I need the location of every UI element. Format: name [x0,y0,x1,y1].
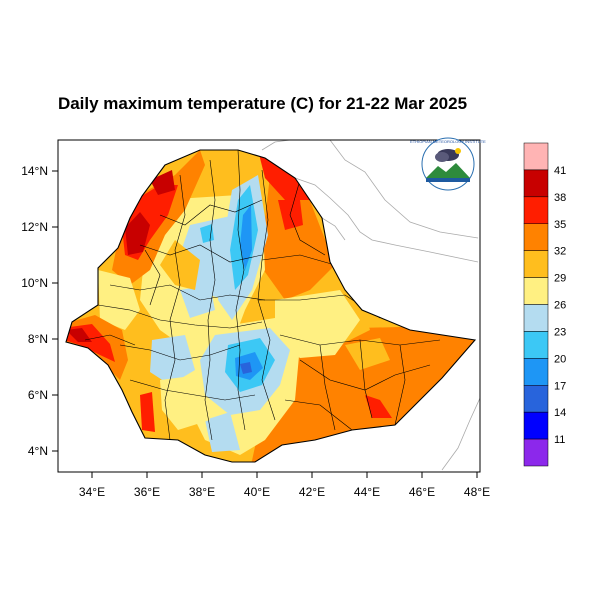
country-outline [65,149,477,463]
colorbar-swatch [523,304,549,332]
admin-boundaries [84,150,441,441]
colorbar-swatch [523,438,549,467]
logo-caption: ETHIOPIAN METEOROLOGY INSTITUTE [410,139,486,144]
colorbar-label: 26 [554,300,566,312]
y-tick-label: 4°N [28,444,48,458]
x-axis [91,472,478,478]
plot-frame [57,139,481,473]
x-tick-label: 48°E [464,485,490,499]
colorbar-swatch [523,331,549,359]
x-tick-label: 40°E [244,485,270,499]
colorbar: 41 38 35 32 29 26 23 20 17 14 11 [523,142,566,467]
colorbar-swatch [523,358,549,386]
colorbar-swatch [523,411,549,440]
y-tick-label: 10°N [21,276,48,290]
colorbar-label: 35 [554,219,566,231]
x-tick-label: 36°E [134,485,160,499]
map-title: Daily maximum temperature (C) for 21-22 … [57,94,468,113]
colorbar-swatch [523,223,549,251]
colorbar-label: 41 [554,165,566,177]
y-axis [52,170,58,452]
colorbar-label: 32 [554,246,566,258]
x-tick-label: 34°E [79,485,105,499]
colorbar-label: 23 [554,326,566,338]
y-tick-label: 12°N [21,220,48,234]
colorbar-swatch [523,142,549,171]
y-tick-label: 14°N [21,164,48,178]
institute-logo: ETHIOPIAN METEOROLOGY INSTITUTE [410,137,486,191]
y-tick-label: 6°N [28,388,48,402]
colorbar-label: 11 [554,434,565,446]
colorbar-swatch [523,385,549,413]
colorbar-swatch [523,169,549,198]
x-tick-label: 46°E [409,485,435,499]
x-tick-label: 38°E [189,485,215,499]
colorbar-label: 20 [554,353,566,365]
neighbor-borders [261,140,480,471]
colorbar-swatch [523,277,549,305]
y-tick-label: 8°N [28,332,48,346]
colorbar-label: 29 [554,273,566,285]
colorbar-label: 38 [554,192,566,204]
x-tick-label: 42°E [299,485,325,499]
temperature-field [66,150,475,462]
colorbar-swatch [523,196,549,224]
colorbar-swatch [523,250,549,278]
colorbar-label: 14 [554,407,566,419]
x-tick-label: 44°E [354,485,380,499]
colorbar-label: 17 [554,380,566,392]
